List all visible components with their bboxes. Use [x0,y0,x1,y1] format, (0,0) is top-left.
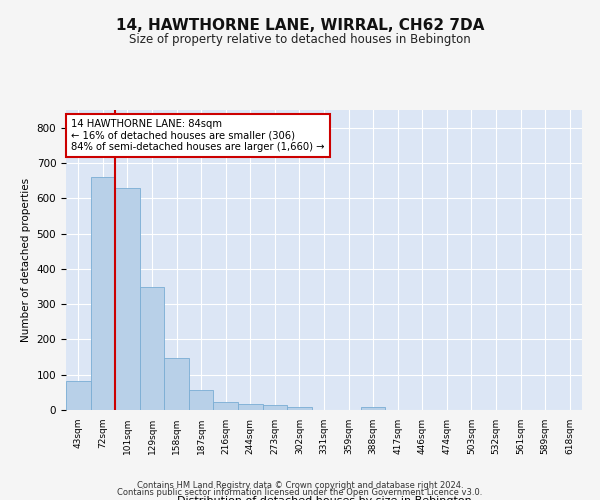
Bar [164,358,189,410]
Text: 14, HAWTHORNE LANE, WIRRAL, CH62 7DA: 14, HAWTHORNE LANE, WIRRAL, CH62 7DA [116,18,484,32]
Text: Size of property relative to detached houses in Bebington: Size of property relative to detached ho… [129,32,471,46]
Bar [263,405,287,410]
Bar [91,176,115,410]
Text: Contains public sector information licensed under the Open Government Licence v3: Contains public sector information licen… [118,488,482,497]
Bar [238,404,263,410]
Bar [361,407,385,410]
Text: Contains HM Land Registry data © Crown copyright and database right 2024.: Contains HM Land Registry data © Crown c… [137,480,463,490]
Bar [189,390,214,410]
Y-axis label: Number of detached properties: Number of detached properties [21,178,31,342]
Text: 14 HAWTHORNE LANE: 84sqm
← 16% of detached houses are smaller (306)
84% of semi-: 14 HAWTHORNE LANE: 84sqm ← 16% of detach… [71,119,325,152]
X-axis label: Distribution of detached houses by size in Bebington: Distribution of detached houses by size … [176,496,472,500]
Bar [287,407,312,410]
Bar [115,188,140,410]
Bar [66,380,91,410]
Bar [214,402,238,410]
Bar [140,287,164,410]
